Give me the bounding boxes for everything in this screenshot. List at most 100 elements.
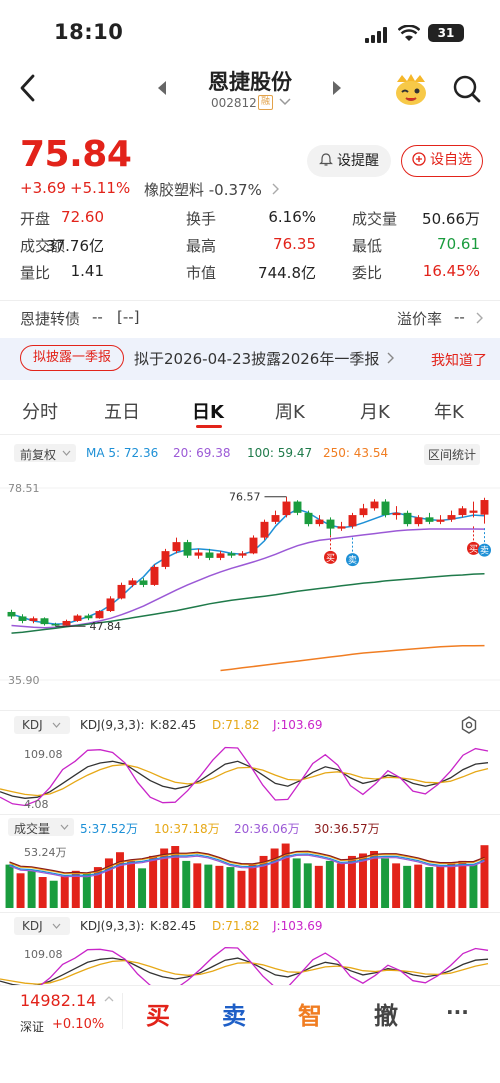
sell-button[interactable]: 卖 (222, 1002, 246, 1030)
candle-body (293, 501, 302, 513)
stat-value: 1.41 (70, 262, 104, 280)
volume-bar (370, 850, 378, 908)
high-price-label: 76.57 (229, 491, 261, 504)
prev-stock-icon[interactable] (157, 80, 167, 96)
ma100-label: 100: 59.47 (247, 446, 313, 460)
candle-body (370, 501, 379, 509)
premium-label: 溢价率 (397, 310, 443, 328)
kdj-line-K (0, 760, 489, 799)
convertible-code: [--] (117, 308, 140, 326)
tab-weekly-k[interactable]: 周K (275, 402, 305, 423)
tab-5day[interactable]: 五日 (104, 402, 140, 423)
volume-bar (414, 864, 423, 908)
set-alert-label: 设提醒 (337, 153, 379, 169)
volume-bar (27, 870, 36, 908)
candle-body (128, 580, 137, 585)
volume-ma-line (9, 854, 485, 878)
active-tab-indicator (196, 425, 222, 428)
set-alert-button[interactable]: 设提醒 (307, 145, 391, 177)
stat-value: 50.66万 (422, 210, 480, 228)
search-icon[interactable] (452, 74, 482, 104)
candle-body (392, 512, 401, 516)
dismiss-notice-button[interactable]: 我知道了 (431, 353, 487, 369)
volume-bar (480, 845, 489, 908)
stock-code: 002812 (211, 96, 257, 110)
chevron-down-icon[interactable] (279, 97, 291, 107)
stat-value: 76.35 (273, 235, 316, 253)
kdj-line-J (0, 946, 489, 985)
indicator-name: 成交量 (14, 822, 51, 836)
y-axis-top-label: 109.08 (24, 748, 63, 761)
wifi-icon (398, 25, 420, 41)
tab-yearly-k[interactable]: 年K (434, 402, 464, 423)
index-value[interactable]: 14982.14 (20, 991, 97, 1010)
ma-line-100 (11, 573, 485, 634)
volume-bar (149, 855, 158, 908)
more-button[interactable]: ··· (446, 1000, 469, 1024)
candle-body (403, 512, 412, 525)
mascot-icon[interactable] (393, 72, 429, 106)
volume-bar (314, 865, 323, 908)
candle-body (62, 620, 71, 626)
next-stock-icon[interactable] (332, 80, 342, 96)
candle-body (381, 501, 390, 516)
ma-line-250 (220, 644, 485, 672)
indicator-selector-kdj[interactable]: KDJ (14, 917, 70, 935)
candle-body (326, 519, 335, 529)
smart-order-button[interactable]: 智 (298, 1002, 322, 1030)
tab-intraday[interactable]: 分时 (22, 402, 58, 423)
candle-body (414, 517, 423, 525)
candle-body (29, 618, 38, 621)
back-icon[interactable] (16, 72, 40, 104)
volume-bar (270, 848, 279, 908)
divider (0, 814, 500, 815)
stat-label: 量比 (20, 264, 51, 282)
volume-ma-line (9, 850, 485, 874)
volume-bar (303, 863, 312, 908)
cancel-order-button[interactable]: 撤 (374, 1002, 398, 1030)
stat-label: 成交量 (352, 210, 398, 228)
candle-body (227, 553, 236, 556)
adjust-selector[interactable]: 前复权 (14, 444, 76, 462)
buy-button[interactable]: 买 (146, 1002, 170, 1030)
volume-bar (93, 867, 102, 908)
candle-body (95, 611, 104, 619)
candle-body (161, 551, 170, 567)
candle-body (216, 553, 225, 558)
y-axis-top-label: 109.08 (24, 948, 63, 961)
kdj-chart[interactable]: 109.08 (0, 938, 500, 985)
volume-ma-line (9, 853, 485, 877)
premium-value: -- (454, 308, 465, 326)
notice-badge: 拟披露一季报 (20, 345, 124, 371)
volume-bar (347, 855, 356, 908)
volume-bar (392, 863, 401, 908)
candle-body (469, 510, 478, 513)
adjust-label: 前复权 (20, 448, 57, 462)
range-stats-button[interactable]: 区间统计 (424, 444, 481, 465)
sector-link[interactable]: 橡胶塑料 -0.37% (144, 181, 262, 199)
volume-bar (403, 865, 412, 908)
candle-body (304, 512, 313, 525)
candle-body (183, 542, 192, 556)
candle-body (18, 616, 27, 621)
indicator-selector-kdj[interactable]: KDJ (14, 716, 70, 734)
signal-label: 买 (469, 544, 478, 555)
stat-label: 最高 (186, 237, 217, 255)
kdj-k-value: K:82.45 (150, 718, 197, 732)
volume-bar (204, 864, 213, 908)
kdj-chart[interactable]: 109.08 4.08 (0, 738, 500, 812)
volume-bar (248, 864, 257, 908)
tab-monthly-k[interactable]: 月K (360, 402, 390, 423)
candle-body (172, 542, 181, 552)
candle-body (84, 615, 93, 619)
indicator-selector-volume[interactable]: 成交量 (8, 818, 74, 836)
chevron-down-icon (62, 450, 71, 456)
settings-icon[interactable] (460, 716, 478, 734)
volume-chart[interactable]: 53.24万 (0, 840, 500, 910)
candlestick-chart[interactable]: 78.5135.9076.5747.84买 卖买卖 (0, 470, 500, 710)
tab-daily-k[interactable]: 日K (192, 402, 224, 423)
add-watchlist-button[interactable]: 设自选 (401, 145, 483, 177)
chevron-up-icon[interactable] (104, 995, 114, 1003)
convertible-bond-row[interactable]: 恩捷转债 -- [--] 溢价率 -- (0, 300, 500, 334)
vol-ma10: 10:37.18万 (154, 822, 220, 836)
